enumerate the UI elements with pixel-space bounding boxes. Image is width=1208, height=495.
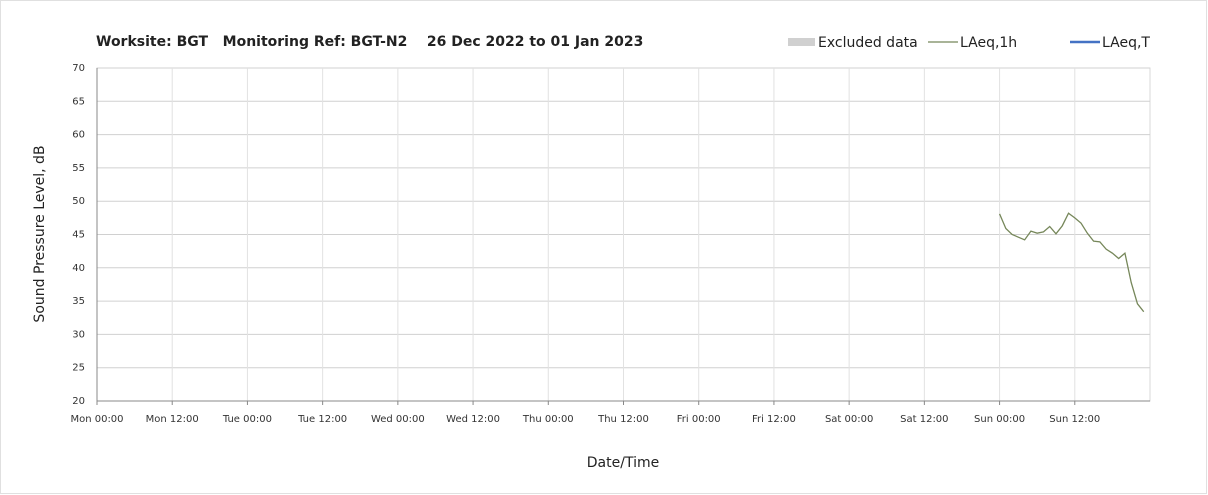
y-axis-label: Sound Pressure Level, dB [32,145,48,322]
chart-title: Worksite: BGT Monitoring Ref: BGT-N2 26 … [96,34,643,50]
y-tick-label: 30 [72,329,85,340]
series-line [998,212,1145,313]
x-tick-label: Fri 12:00 [752,414,796,425]
y-tick-label: 50 [72,196,85,207]
y-tick-label: 65 [72,96,85,107]
x-tick-label: Sun 12:00 [1049,414,1100,425]
y-tick-label: 45 [72,230,85,241]
legend-swatch [788,38,815,46]
x-tick-label: Wed 12:00 [446,414,500,425]
x-tick-label: Tue 00:00 [222,414,272,425]
x-tick-label: Sun 00:00 [974,414,1025,425]
legend-label: LAeq,1h [960,35,1017,51]
x-tick-label: Thu 00:00 [522,414,574,425]
x-tick-label: Wed 00:00 [371,414,425,425]
y-tick-label: 35 [72,296,85,307]
y-tick-label: 55 [72,163,85,174]
y-tick-label: 20 [72,396,85,407]
x-tick-label: Sat 00:00 [825,414,873,425]
x-tick-label: Fri 00:00 [677,414,721,425]
legend-label: LAeq,T [1102,35,1150,51]
x-tick-label: Thu 12:00 [597,414,649,425]
y-tick-label: 60 [72,130,85,141]
x-tick-label: Sat 12:00 [900,414,948,425]
y-tick-label: 70 [72,63,85,74]
x-tick-label: Tue 12:00 [297,414,347,425]
x-tick-label: Mon 12:00 [146,414,199,425]
x-tick-label: Mon 00:00 [70,414,123,425]
y-tick-label: 25 [72,363,85,374]
x-axis-label: Date/Time [587,455,659,471]
y-tick-label: 40 [72,263,85,274]
legend-label: Excluded data [818,35,918,51]
